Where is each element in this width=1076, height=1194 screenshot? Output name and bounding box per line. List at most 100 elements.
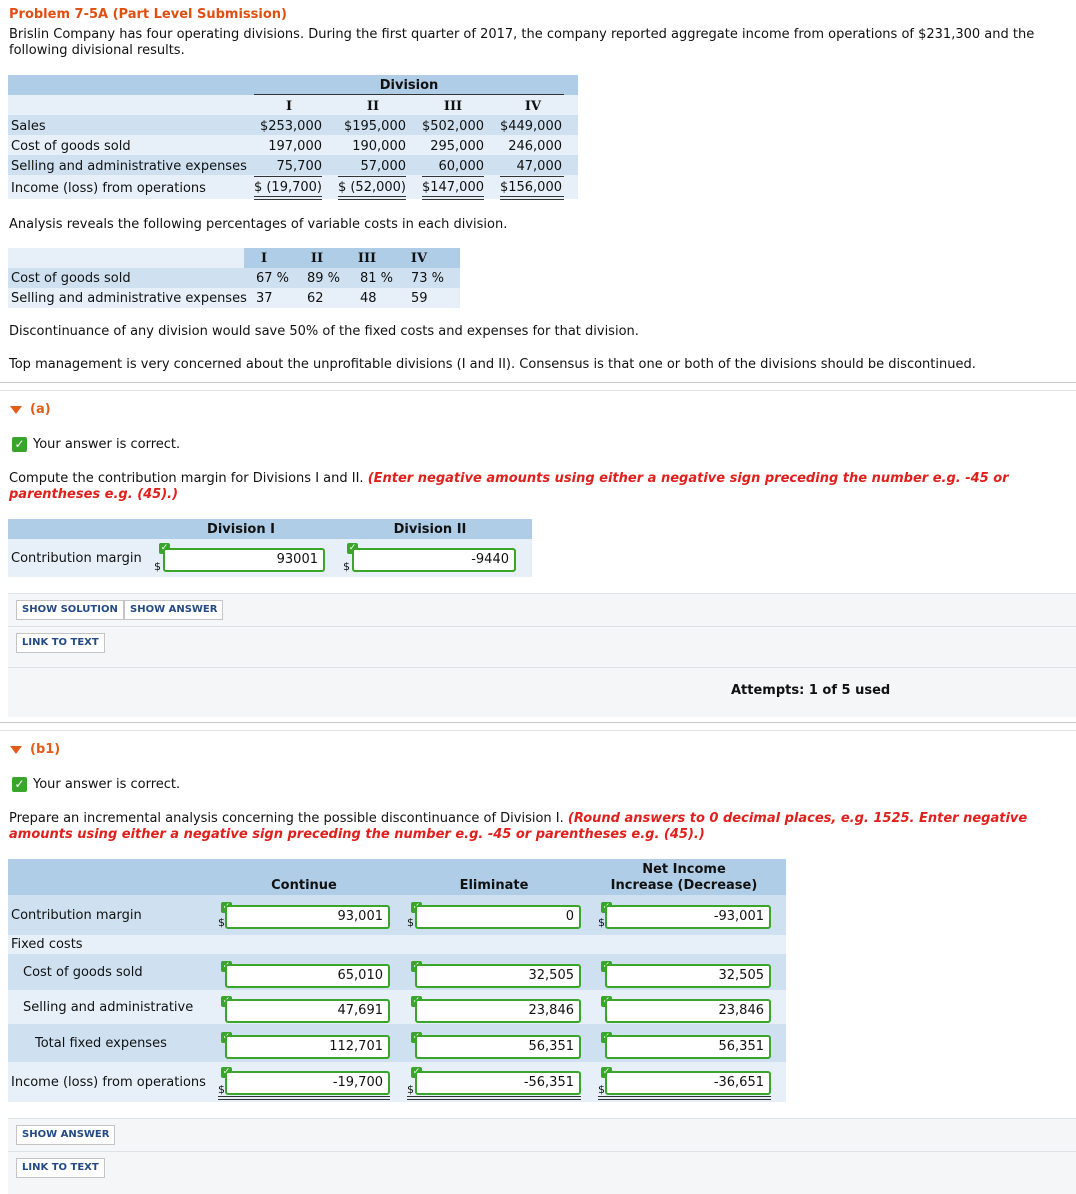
row-label: Contribution margin [11,551,142,566]
part-a-label[interactable]: (a) [30,402,51,417]
col-header-ii: II [310,251,324,266]
eliminate-selling-admin-input[interactable]: 23,846 [415,999,581,1023]
cell: 67 % [256,271,290,286]
check-icon: ✓ [12,777,27,792]
action-bar [8,1118,1076,1152]
table2-stripe [8,268,460,288]
cell: 57,000 [360,159,407,174]
continue-contribution-margin-input[interactable]: 93,001 [225,905,390,929]
currency-symbol: $ [154,560,161,573]
link-to-text-button[interactable]: LINK TO TEXT [16,633,105,653]
question-b1: Prepare an incremental analysis concerni… [9,811,1028,842]
cell: 81 % [360,271,394,286]
problem-title: Problem 7-5A (Part Level Submission) [9,7,287,22]
col-net-income-change: Increase (Decrease) [610,878,758,893]
net-total-fixed-input[interactable]: 56,351 [605,1035,771,1059]
cell: 47,000 [516,159,563,174]
row-label: Selling and administrative expenses [11,159,247,174]
cell: $147,000 [421,180,484,195]
cell: 246,000 [508,139,562,154]
cell: $253,000 [259,119,322,134]
collapse-triangle-icon[interactable] [10,406,22,414]
contribution-margin-division-ii-input[interactable]: -9440 [352,548,516,572]
row-label: Income (loss) from operations [11,1075,206,1090]
col-eliminate: Eliminate [459,878,529,893]
question-a: Compute the contribution margin for Divi… [9,471,1009,502]
col-continue: Continue [271,878,337,893]
continue-cogs-input[interactable]: 65,010 [225,964,390,988]
table-a-header-band [8,519,532,539]
continue-selling-admin-input[interactable]: 47,691 [225,999,390,1023]
continue-total-fixed-input[interactable]: 112,701 [225,1035,390,1059]
col-header-iv: IV [524,99,542,114]
collapse-triangle-icon[interactable] [10,746,22,754]
cell: 190,000 [352,139,406,154]
col-header-i: I [260,251,268,266]
divider [254,94,564,95]
row-label: Fixed costs [11,937,83,952]
table1-stripe [8,155,578,175]
eliminate-cogs-input[interactable]: 32,505 [415,964,581,988]
cell: 75,700 [276,159,323,174]
cell: 197,000 [268,139,322,154]
eliminate-income-input[interactable]: -56,351 [415,1071,581,1095]
cell: 62 [307,291,324,306]
currency-symbol: $ [218,1083,225,1096]
net-cogs-input[interactable]: 32,505 [605,964,771,988]
row-label: Selling and administrative expenses [11,291,247,306]
row-label: Cost of goods sold [11,139,131,154]
division-group-header: Division [379,78,439,93]
action-bar [8,626,1076,668]
cell: $ (52,000) [337,180,406,195]
cell: 89 % [307,271,341,286]
cell: $ (19,700) [253,180,322,195]
cell: $156,000 [499,180,562,195]
show-answer-button[interactable]: SHOW ANSWER [124,600,224,620]
row-label: Selling and administrative [23,1000,194,1015]
double-underline [407,1096,581,1100]
col-division-i: Division I [207,522,275,537]
cell: $195,000 [343,119,406,134]
table1-header-band [8,75,578,95]
show-solution-button[interactable]: SHOW SOLUTION [16,600,124,620]
eliminate-contribution-margin-input[interactable]: 0 [415,905,581,929]
check-icon: ✓ [12,437,27,452]
currency-symbol: $ [407,916,414,929]
continue-income-input[interactable]: -19,700 [225,1071,390,1095]
link-to-text-button[interactable]: LINK TO TEXT [16,1158,105,1178]
correct-message: Your answer is correct. [33,437,181,452]
col-header-i: I [285,99,293,114]
divisional-results-table [8,75,578,199]
section-divider [0,722,1076,723]
divider [422,176,484,177]
correct-message: Your answer is correct. [33,777,181,792]
attempts-bar [8,667,1076,717]
double-underline [338,196,406,200]
eliminate-total-fixed-input[interactable]: 56,351 [415,1035,581,1059]
part-b1-label[interactable]: (b1) [30,742,61,757]
intro-text: Brislin Company has four operating divis… [9,27,1035,58]
col-header-iii: III [357,251,377,266]
table-b1-header-band [8,859,786,895]
cell: 295,000 [430,139,484,154]
row-label: Total fixed expenses [35,1036,167,1051]
show-answer-button[interactable]: SHOW ANSWER [16,1125,116,1145]
management-text: Top management is very concerned about t… [9,357,976,372]
currency-symbol: $ [598,1083,605,1096]
divider [254,176,322,177]
net-income-input[interactable]: -36,651 [605,1071,771,1095]
net-selling-admin-input[interactable]: 23,846 [605,999,771,1023]
section-divider [0,382,1076,383]
divider [338,176,406,177]
currency-symbol: $ [343,560,350,573]
cell: 73 % [411,271,445,286]
row-label: Contribution margin [11,908,142,923]
row-label: Cost of goods sold [11,271,131,286]
action-bar [8,1151,1076,1194]
section-divider [0,390,1076,391]
contribution-margin-division-i-input[interactable]: 93001 [163,548,325,572]
currency-symbol: $ [218,916,225,929]
row-label: Cost of goods sold [23,965,143,980]
discontinuance-text: Discontinuance of any division would sav… [9,324,639,339]
net-contribution-margin-input[interactable]: -93,001 [605,905,771,929]
